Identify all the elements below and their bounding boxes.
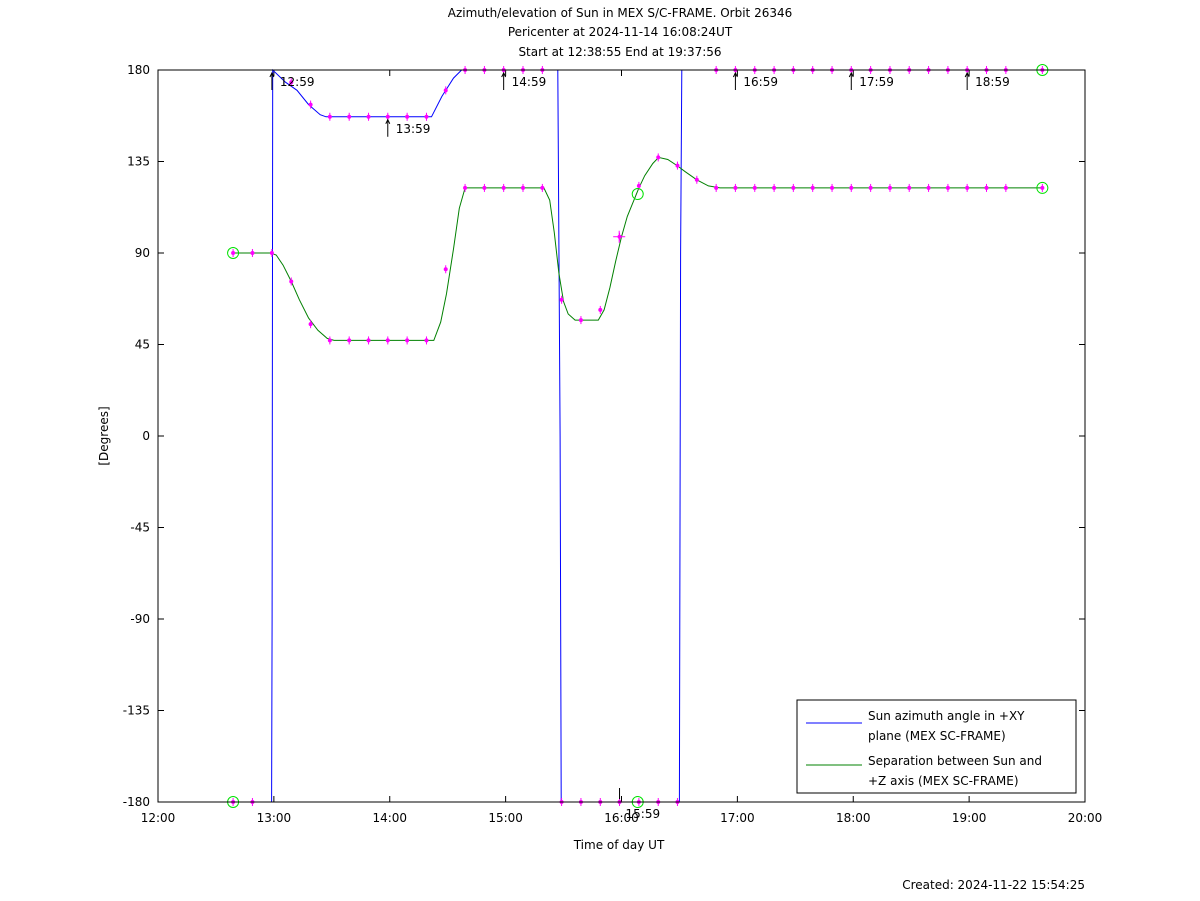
hour-annotation-arrow	[269, 71, 275, 78]
hour-annotation-label: 16:59	[743, 75, 778, 89]
created-timestamp: Created: 2024-11-22 15:54:25	[902, 878, 1085, 892]
x-axis-label: Time of day UT	[573, 838, 665, 852]
hour-annotation-arrow	[848, 71, 854, 78]
axis-ticks	[157, 69, 1086, 803]
hour-annotations: 12:59 13:59 14:59 15:59 16:59 17:59 18:59	[269, 71, 1010, 821]
chart-title: Azimuth/elevation of Sun in MEX S/C-FRAM…	[448, 6, 793, 59]
y-axis-label: [Degrees]	[97, 406, 111, 465]
hour-annotation-label: 15:59	[626, 807, 661, 821]
hour-annotation-label: 12:59	[280, 75, 315, 89]
y-tick-label: -135	[123, 704, 150, 718]
plot-frame	[157, 69, 1086, 803]
hour-annotation-arrow	[501, 71, 507, 78]
y-tick-label: -45	[130, 521, 150, 535]
y-tick-label: 135	[127, 155, 150, 169]
y-tick-label: 0	[142, 429, 150, 443]
legend-label-separation-line-2: +Z axis (MEX SC-FRAME)	[868, 774, 1019, 788]
title-line-2: Pericenter at 2024-11-14 16:08:24UT	[508, 25, 733, 39]
hour-annotation-arrow	[964, 71, 970, 78]
x-tick-label: 19:00	[952, 811, 987, 825]
x-tick-label: 12:00	[141, 811, 176, 825]
tick-labels: 12:00 13:00 14:00 15:00 16:00 17:00 18:00 19:00…	[123, 63, 1103, 825]
x-tick-label: 18:00	[836, 811, 871, 825]
y-tick-label: 90	[135, 246, 150, 260]
x-tick-label: 14:00	[372, 811, 407, 825]
y-tick-label: 45	[135, 338, 150, 352]
title-line-1: Azimuth/elevation of Sun in MEX S/C-FRAM…	[448, 6, 793, 20]
y-tick-label: -90	[130, 612, 150, 626]
x-tick-label: 16:00	[604, 811, 639, 825]
hour-annotation-arrow	[732, 71, 738, 78]
hour-annotation-label: 18:59	[975, 75, 1010, 89]
hour-annotation-label: 13:59	[396, 122, 431, 136]
separation-series-line	[233, 156, 1043, 341]
start-end-marker	[1036, 181, 1049, 194]
title-line-3: Start at 12:38:55 End at 19:37:56	[518, 45, 721, 59]
y-tick-label: 180	[127, 63, 150, 77]
hour-annotation-label: 14:59	[512, 75, 547, 89]
x-tick-label: 13:00	[257, 811, 292, 825]
pericenter-marker	[631, 188, 644, 201]
legend-label-azimuth-line-1: Sun azimuth angle in +XY	[868, 709, 1025, 723]
x-tick-label: 17:00	[720, 811, 755, 825]
start-end-marker	[227, 247, 240, 259]
legend-label-azimuth-line-2: plane (MEX SC-FRAME)	[868, 729, 1006, 743]
azimuth-series-line	[233, 68, 1043, 803]
legend-box	[796, 699, 1077, 794]
series-layer	[233, 68, 1043, 803]
hour-annotation-arrow	[385, 118, 391, 124]
x-tick-label: 20:00	[1068, 811, 1103, 825]
legend: Sun azimuth angle in +XY plane (MEX SC-F…	[796, 699, 1077, 794]
marker-layer	[227, 64, 1049, 808]
legend-label-separation-line-1: Separation between Sun and	[868, 754, 1042, 768]
y-tick-label: -180	[123, 795, 150, 809]
hour-annotation-label: 17:59	[859, 75, 894, 89]
x-tick-label: 15:00	[488, 811, 523, 825]
